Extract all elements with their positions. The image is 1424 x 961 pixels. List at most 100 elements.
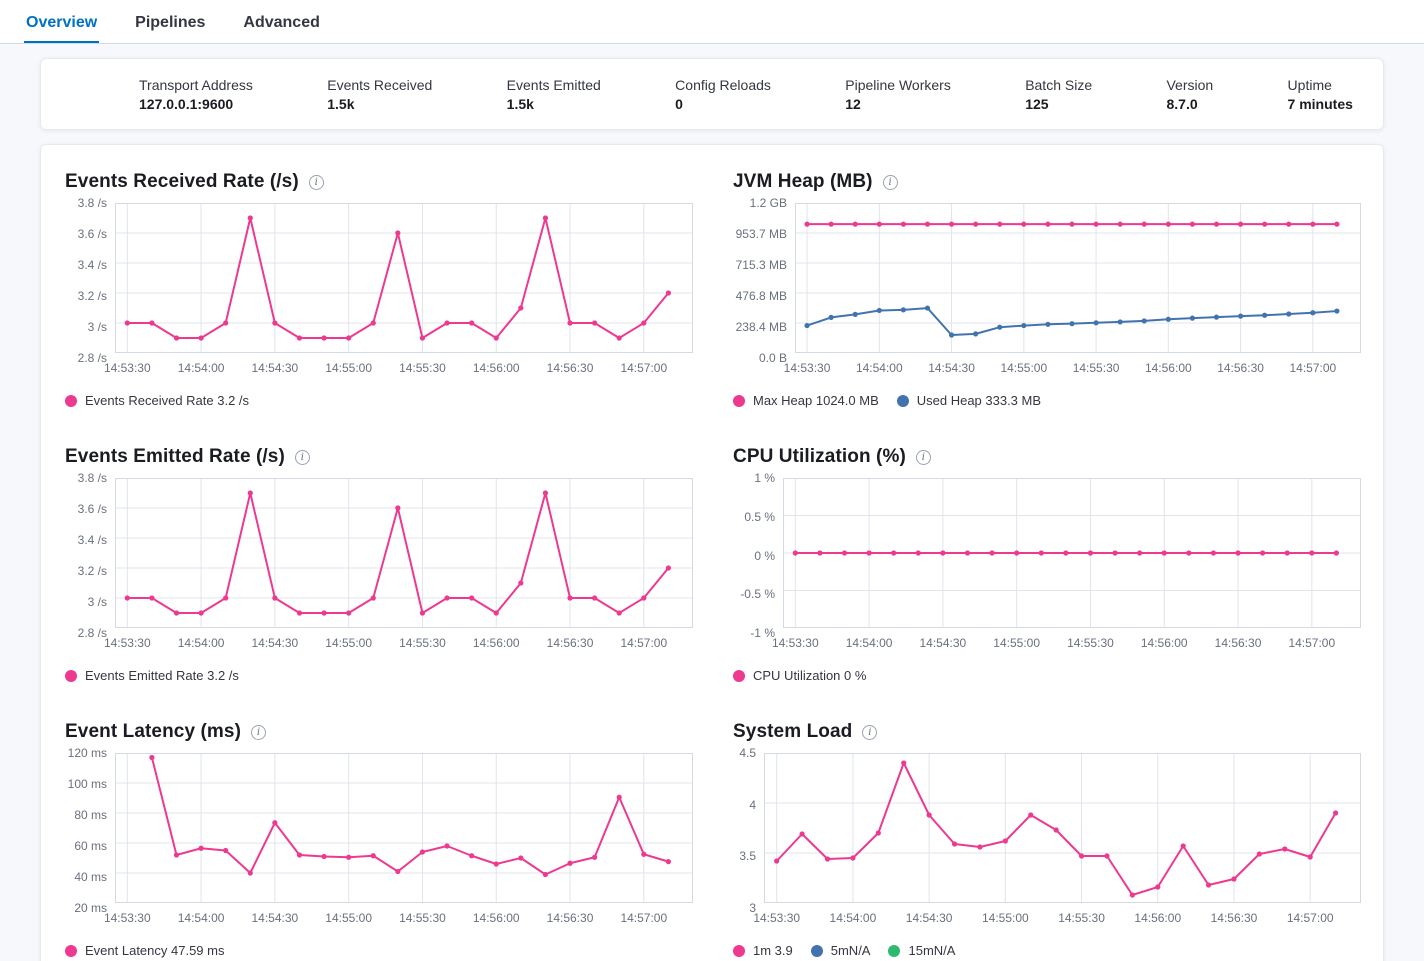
stat-uptime: Uptime 7 minutes <box>1288 77 1353 112</box>
x-axis-label: 14:54:00 <box>177 911 225 925</box>
chart-canvas[interactable] <box>115 752 693 904</box>
legend-dot <box>65 669 77 682</box>
stat-label: Batch Size <box>1025 76 1093 93</box>
legend-item-cpu-utilization-0[interactable]: CPU Utilization 0 % <box>733 668 866 683</box>
x-axis-label: 14:55:00 <box>1000 361 1048 375</box>
chart-legend: CPU Utilization 0 % <box>733 668 1361 683</box>
page-content: Transport Address 127.0.0.1:9600 Events Re… <box>0 44 1424 961</box>
x-axis-label: 14:53:30 <box>103 911 151 925</box>
plot-canvas-wrap <box>783 477 1361 633</box>
y-axis-label: 3.6 /s <box>77 227 107 241</box>
x-axis-label: 14:54:30 <box>928 361 975 375</box>
legend-item-used-heap-333-3-mb[interactable]: Used Heap 333.3 MB <box>896 393 1041 408</box>
stat-transport-address: Transport Address 127.0.0.1:9600 <box>139 77 253 112</box>
y-axis-label: 3.5 <box>739 849 756 864</box>
plot-canvas-wrap <box>115 477 693 633</box>
chart-title: Events Received Rate (/s) <box>65 171 299 192</box>
y-axis-label: 476.8 MB <box>735 289 787 303</box>
x-axis-label: 14:55:00 <box>993 636 1041 650</box>
y-axis-label: 120 ms <box>67 746 107 760</box>
tab-advanced[interactable]: Advanced <box>243 14 320 31</box>
x-axis-label: 14:55:00 <box>325 911 373 925</box>
x-axis-label: 14:54:30 <box>251 361 299 375</box>
x-axis: 14:53:30 14:54:00 14:54:30 14:55:00 14:55:30… <box>104 911 693 927</box>
chart-header: JVM Heap (MB) i <box>733 171 1361 193</box>
x-axis-label: 14:55:30 <box>399 361 446 375</box>
chart-header: Events Emitted Rate (/s) i <box>65 446 693 468</box>
chart-title: Events Emitted Rate (/s) <box>65 446 285 467</box>
legend-item-5mn-a[interactable]: 5mN/A <box>810 943 870 958</box>
legend-item-event-latency-47-59-ms[interactable]: Event Latency 47.59 ms <box>65 943 224 958</box>
x-axis-label: 14:54:00 <box>845 636 893 650</box>
chart-jvm-heap-mb: JVM Heap (MB) i 1.2 GB 953.7 MB 715.3 MB 476.… <box>733 171 1361 408</box>
x-axis-label: 14:55:30 <box>399 636 446 650</box>
x-axis-label: 14:57:00 <box>1288 636 1336 650</box>
info-icon[interactable]: i <box>915 449 931 465</box>
stat-version: Version 8.7.0 <box>1166 77 1213 112</box>
chart-canvas[interactable] <box>783 477 1361 629</box>
chart-canvas[interactable] <box>764 752 1361 904</box>
chart-canvas[interactable] <box>795 202 1361 354</box>
plot-area-row: 1.2 GB 953.7 MB 715.3 MB 476.8 MB 238.4 MB 0.… <box>733 196 1361 365</box>
y-axis-label: 60 ms <box>74 839 107 853</box>
chart-header: Event Latency (ms) i <box>65 721 693 743</box>
stat-value: 0 <box>675 95 683 112</box>
stat-value: 12 <box>845 95 861 112</box>
plot-area-row: 120 ms 100 ms 80 ms 60 ms 40 ms 20 ms <box>65 746 693 915</box>
x-axis: 14:53:30 14:54:00 14:54:30 14:55:00 14:55:30… <box>772 636 1361 652</box>
info-icon[interactable]: i <box>251 724 267 740</box>
y-axis-label: 3.8 /s <box>77 196 107 210</box>
x-axis-label: 14:55:00 <box>325 636 373 650</box>
y-axis-label: 100 ms <box>67 777 107 791</box>
info-icon[interactable]: i <box>862 724 878 740</box>
x-axis-label: 14:53:30 <box>783 361 831 375</box>
legend-item-15mn-a[interactable]: 15mN/A <box>888 943 955 958</box>
legend-item-max-heap-1024-0-mb[interactable]: Max Heap 1024.0 MB <box>733 393 879 408</box>
y-axis-label: 238.4 MB <box>735 320 787 334</box>
stat-label: Events Received <box>327 76 433 93</box>
legend-item-events-emitted-rate-3-2-s[interactable]: Events Emitted Rate 3.2 /s <box>65 668 239 683</box>
tab-pipelines[interactable]: Pipelines <box>135 14 206 31</box>
x-axis-label: 14:56:00 <box>472 361 520 375</box>
legend-dot <box>810 944 823 957</box>
stat-value: 127.0.0.1:9600 <box>139 95 234 112</box>
info-icon[interactable]: i <box>882 174 898 190</box>
legend-label: 1m 3.9 <box>753 943 793 958</box>
x-axis-label: 14:53:30 <box>753 911 801 925</box>
chart-legend: Max Heap 1024.0 MB Used Heap 333.3 MB <box>733 393 1361 408</box>
chart-event-latency-ms: Event Latency (ms) i 120 ms 100 ms 80 ms 60 m… <box>65 721 693 958</box>
x-axis-label: 14:53:30 <box>103 636 151 650</box>
x-axis-label: 14:55:30 <box>1058 911 1105 925</box>
stat-value: 1.5k <box>506 95 534 112</box>
stat-events-emitted: Events Emitted 1.5k <box>507 77 601 112</box>
x-axis-label: 14:54:30 <box>919 636 967 650</box>
y-axis-label: 1 % <box>754 471 775 485</box>
tab-overview[interactable]: Overview <box>24 0 100 43</box>
y-axis-label: -1 % <box>750 626 775 640</box>
chart-legend: 1m 3.9 5mN/A 15mN/A <box>733 943 1361 958</box>
chart-legend: Events Received Rate 3.2 /s <box>65 393 693 408</box>
chart-title: System Load <box>733 721 853 742</box>
x-axis-label: 14:56:30 <box>546 911 594 925</box>
info-icon[interactable]: i <box>308 174 324 190</box>
legend-item-events-received-rate-3-2-s[interactable]: Events Received Rate 3.2 /s <box>65 393 249 408</box>
x-axis-label: 14:57:00 <box>620 361 668 375</box>
stat-label: Uptime <box>1287 76 1332 93</box>
legend-label: 15mN/A <box>908 943 956 958</box>
y-axis-label: 4 <box>749 797 756 812</box>
plot-canvas-wrap <box>795 202 1361 358</box>
x-axis-label: 14:55:00 <box>981 911 1029 925</box>
legend-item-1m-3-9[interactable]: 1m 3.9 <box>733 943 793 958</box>
chart-canvas[interactable] <box>115 202 693 354</box>
chart-legend: Events Emitted Rate 3.2 /s <box>65 668 693 683</box>
info-icon[interactable]: i <box>294 449 310 465</box>
chart-title: Event Latency (ms) <box>65 721 242 742</box>
x-axis: 14:53:30 14:54:00 14:54:30 14:55:00 14:55:30… <box>104 636 693 652</box>
x-axis-label: 14:56:30 <box>1217 361 1264 375</box>
chart-canvas[interactable] <box>115 477 693 629</box>
y-axis-label: 0 % <box>754 548 775 563</box>
chart-system-load: System Load i 4.5 4 3.5 3 14:53:30 14:54:00 14:5… <box>733 721 1361 958</box>
x-axis-label: 14:54:00 <box>177 636 225 650</box>
stat-config-reloads: Config Reloads 0 <box>675 77 771 112</box>
legend-label: Events Received Rate 3.2 /s <box>85 393 250 408</box>
